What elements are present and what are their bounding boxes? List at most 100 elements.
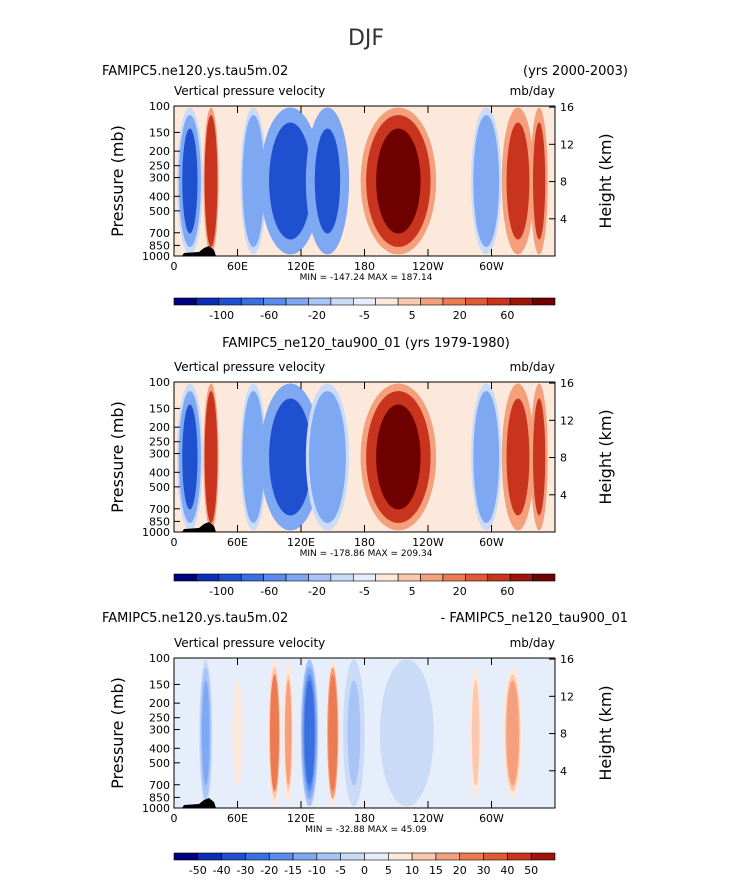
- colorbar-swatch: [173, 852, 199, 861]
- colorbar-swatch: [173, 573, 197, 582]
- y-axis-right-label: Height (km): [596, 685, 615, 780]
- y-right-tick-label: 4: [560, 213, 567, 226]
- field-region-2-level-4: [206, 128, 216, 234]
- y-axis-label: Pressure (mb): [108, 677, 127, 789]
- colorbar-label: -40: [213, 864, 231, 877]
- colorbar-swatch: [221, 852, 246, 861]
- colorbar-swatch: [420, 297, 444, 306]
- field-region-2-level-4: [206, 404, 216, 510]
- colorbar-label: 5: [409, 309, 416, 322]
- y-tick-label: 150: [149, 126, 170, 139]
- panel-title-right: - FAMIPC5_ne120_tau900_01: [441, 611, 628, 626]
- colorbar-swatch: [420, 573, 444, 582]
- y-tick-label: 200: [149, 697, 170, 710]
- colorbar-label: 50: [524, 864, 538, 877]
- y-tick-label: 400: [149, 742, 170, 755]
- y-right-tick-label: 16: [560, 377, 574, 390]
- units-label: mb/day: [510, 636, 555, 650]
- colorbar-swatch: [352, 297, 377, 306]
- y-right-tick-label: 16: [560, 653, 574, 666]
- colorbar-swatch: [308, 573, 332, 582]
- field-region-6-level-4: [376, 404, 421, 510]
- field-region-7-level-4: [347, 680, 361, 786]
- colorbar-label: -5: [359, 309, 370, 322]
- x-tick-label: 60W: [479, 260, 504, 273]
- colorbar-swatch: [487, 573, 511, 582]
- colorbar-swatch: [173, 297, 197, 306]
- y-axis-right-label: Height (km): [596, 409, 615, 504]
- y-tick-label: 250: [149, 436, 170, 449]
- colorbar-swatch: [442, 573, 466, 582]
- colorbar-label: 20: [453, 585, 467, 598]
- colorbar-swatch: [509, 297, 533, 306]
- topography: [182, 522, 216, 532]
- field-region-1-level-4: [182, 404, 198, 510]
- y-tick-label: 1000: [142, 250, 170, 263]
- panel-title-left: FAMIPC5.ne120.ys.tau5m.02: [102, 64, 288, 79]
- heatmap-field: [174, 658, 555, 808]
- colorbar-swatch: [330, 573, 354, 582]
- y-right-tick-label: 12: [560, 690, 574, 703]
- colorbar: -50 -40 -30 -20 -15 -10 -5 0 5 10 15 20 30 40 50: [173, 852, 556, 877]
- heatmap-field: [174, 106, 555, 256]
- colorbar-label: -10: [308, 864, 326, 877]
- min-max-stats: MIN = -147.24 MAX = 187.14: [300, 273, 433, 283]
- colorbar-swatch: [316, 852, 341, 861]
- field-region-9-level-4: [534, 128, 545, 234]
- y-tick-label: 500: [149, 205, 170, 218]
- colorbar-swatch: [397, 573, 421, 582]
- x-tick-label: 0: [171, 260, 178, 273]
- x-tick-label: 120E: [287, 260, 315, 273]
- colorbar-label: 5: [409, 585, 416, 598]
- colorbar-label: 5: [385, 864, 392, 877]
- y-axis-label: Pressure (mb): [108, 125, 127, 237]
- y-tick-label: 300: [149, 172, 170, 185]
- y-tick-label: 500: [149, 757, 170, 770]
- colorbar-swatch: [442, 297, 466, 306]
- field-region-2-level-4: [232, 680, 243, 786]
- units-label: mb/day: [510, 360, 555, 374]
- colorbar: -100 -60 -20 -5 5 20 60: [173, 573, 556, 598]
- colorbar-swatch: [263, 573, 287, 582]
- colorbar-label: -30: [236, 864, 254, 877]
- x-tick-label: 0: [171, 812, 178, 825]
- colorbar-label: 40: [500, 864, 514, 877]
- y-tick-label: 100: [149, 100, 170, 113]
- colorbar-swatch: [507, 852, 532, 861]
- panel-title-center: FAMIPC5_ne120_tau900_01 (yrs 1979-1980): [222, 336, 510, 351]
- colorbar-swatch: [509, 573, 533, 582]
- field-region-9-level-4: [471, 680, 480, 786]
- colorbar-swatch: [340, 852, 365, 861]
- variable-label: Vertical pressure velocity: [174, 360, 325, 374]
- colorbar-swatch: [240, 297, 264, 306]
- colorbar-swatch: [532, 573, 556, 582]
- colorbar-label: -100: [209, 309, 234, 322]
- y-tick-label: 850: [149, 515, 170, 528]
- field-region-3-level-4: [245, 404, 261, 510]
- field-region-4-level-4: [285, 680, 292, 786]
- colorbar-label: -5: [359, 585, 370, 598]
- colorbar-swatch: [285, 573, 309, 582]
- y-tick-label: 250: [149, 160, 170, 173]
- y-tick-label: 150: [149, 678, 170, 691]
- min-max-stats: MIN = -178.86 MAX = 209.34: [300, 549, 433, 559]
- y-tick-label: 850: [149, 239, 170, 252]
- field-region-5-level-4: [304, 680, 315, 786]
- y-tick-label: 700: [149, 779, 170, 792]
- colorbar-swatch: [487, 297, 511, 306]
- field-region-10-level-4: [506, 680, 520, 786]
- colorbar-swatch: [375, 297, 399, 306]
- colorbar-swatch: [240, 573, 264, 582]
- y-right-tick-label: 4: [560, 489, 567, 502]
- colorbar-label: 10: [405, 864, 419, 877]
- field-region-7-level-4: [477, 128, 496, 234]
- y-right-tick-label: 4: [560, 765, 567, 778]
- y-tick-label: 300: [149, 724, 170, 737]
- colorbar-swatch: [465, 573, 489, 582]
- colorbar-swatch: [218, 297, 242, 306]
- y-tick-label: 100: [149, 652, 170, 665]
- colorbar-swatch: [292, 852, 318, 861]
- colorbar-swatch: [483, 852, 508, 861]
- colorbar-label: -20: [308, 309, 326, 322]
- colorbar-label: -60: [260, 585, 278, 598]
